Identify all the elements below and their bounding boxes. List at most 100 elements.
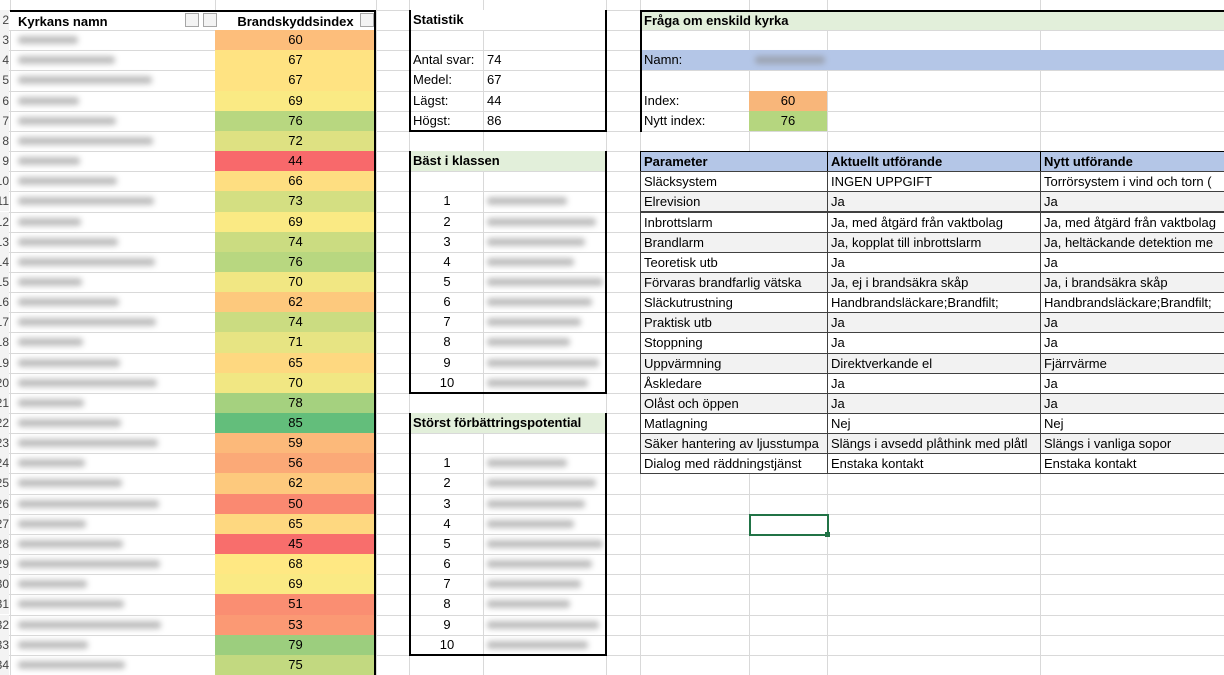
grid-row bbox=[0, 91, 1224, 92]
table-cell: Matlagning bbox=[640, 413, 828, 435]
index-cell: 44 bbox=[215, 151, 376, 173]
blurred-name bbox=[487, 197, 567, 206]
index-cell: 74 bbox=[215, 312, 376, 334]
grid-row bbox=[0, 453, 1224, 454]
rank: 2 bbox=[443, 475, 451, 491]
stat-label: Medel: bbox=[413, 72, 453, 88]
table-header: Aktuellt utförande bbox=[827, 151, 1041, 173]
grid-row bbox=[0, 655, 1224, 656]
rank: 10 bbox=[439, 374, 455, 390]
rank: 7 bbox=[443, 314, 451, 330]
rank: 2 bbox=[443, 213, 451, 229]
selected-cell[interactable] bbox=[749, 513, 829, 536]
table-header: Parameter bbox=[640, 151, 828, 173]
rank: 1 bbox=[443, 193, 451, 209]
rank: 4 bbox=[443, 253, 451, 269]
rank: 3 bbox=[443, 495, 451, 511]
fill-handle[interactable] bbox=[825, 531, 830, 537]
row-number: 31 bbox=[0, 594, 9, 615]
row-number: 8 bbox=[0, 130, 9, 152]
blurred-name bbox=[18, 237, 118, 246]
row-number: 23 bbox=[0, 433, 9, 454]
table-cell: Ja bbox=[827, 312, 1041, 334]
rank: 5 bbox=[443, 535, 451, 551]
blurred-name bbox=[18, 419, 121, 427]
index-cell: 75 bbox=[215, 654, 376, 675]
table-cell: Ja, heltäckande detektion me bbox=[1040, 231, 1224, 253]
box-title: Bäst i klassen bbox=[411, 151, 605, 172]
table-cell: Uppvärmning bbox=[640, 352, 828, 374]
table-cell: Fjärrvärme bbox=[1040, 352, 1224, 374]
index-cell: 69 bbox=[215, 90, 376, 112]
rank: 5 bbox=[443, 273, 451, 289]
table-cell: Handbrandsläckare;Brandfilt; bbox=[1040, 292, 1224, 314]
index-cell: 72 bbox=[215, 130, 376, 153]
blurred-name bbox=[18, 459, 85, 468]
blurred-name bbox=[18, 580, 87, 589]
table-cell: Ja bbox=[827, 332, 1041, 354]
row-number: 22 bbox=[0, 413, 9, 434]
grid-row bbox=[0, 433, 1224, 434]
index-cell: 50 bbox=[215, 493, 376, 515]
rank: 8 bbox=[443, 596, 451, 612]
rank: 1 bbox=[443, 455, 451, 471]
table-cell: Säker hantering av ljusstumpa bbox=[640, 433, 828, 455]
table-cell: Ja, i brandsäkra skåp bbox=[1040, 271, 1224, 294]
table-cell: Slängs i avsedd plåthink med plåtl bbox=[827, 433, 1041, 455]
index-cell: 69 bbox=[215, 574, 376, 596]
filter-button[interactable] bbox=[360, 13, 374, 27]
sort-button[interactable] bbox=[203, 13, 217, 27]
grid-row bbox=[0, 373, 1224, 374]
table-cell: Ja, med åtgärd från vaktbolag bbox=[1040, 211, 1224, 233]
index-cell: 65 bbox=[215, 352, 376, 374]
blurred-name bbox=[487, 459, 567, 468]
table-cell: Nej bbox=[827, 413, 1041, 435]
stat-value: 44 bbox=[487, 92, 502, 108]
blurred-name bbox=[18, 640, 88, 649]
index-cell: 56 bbox=[215, 453, 376, 475]
row-number: 29 bbox=[0, 554, 9, 575]
blurred-name bbox=[487, 257, 574, 266]
filter-button[interactable] bbox=[185, 13, 199, 27]
index-cell: 70 bbox=[215, 372, 376, 394]
blurred-name bbox=[18, 539, 123, 548]
rank: 10 bbox=[439, 636, 455, 652]
grid-row bbox=[0, 70, 1224, 71]
blurred-name bbox=[487, 338, 570, 347]
blurred-name bbox=[18, 660, 125, 669]
index-cell: 74 bbox=[215, 231, 376, 253]
grid-col bbox=[483, 0, 484, 675]
table-cell: Olåst och öppen bbox=[640, 392, 828, 414]
blurred-name bbox=[487, 600, 570, 609]
table-cell: Ja bbox=[827, 392, 1041, 414]
table-cell: Ja, med åtgärd från vaktbolag bbox=[827, 211, 1041, 233]
index-cell: 45 bbox=[215, 533, 376, 556]
table-cell: Ja, kopplat till inbrottslarm bbox=[827, 231, 1041, 253]
row-number: 19 bbox=[0, 352, 9, 373]
index-cell: 76 bbox=[215, 251, 376, 273]
index-cell: 76 bbox=[215, 110, 376, 132]
grid-row bbox=[0, 554, 1224, 555]
row-number: 13 bbox=[0, 231, 9, 252]
name-row: Namn: bbox=[642, 50, 1224, 71]
grid-row bbox=[0, 594, 1224, 595]
table-cell: Handbrandsläckare;Brandfilt; bbox=[827, 292, 1041, 314]
row-number: 24 bbox=[0, 453, 9, 474]
row-number: 32 bbox=[0, 614, 9, 635]
blurred-name bbox=[18, 96, 79, 105]
row-number: 34 bbox=[0, 654, 9, 675]
table-cell: Nej bbox=[1040, 413, 1224, 435]
grid-row bbox=[0, 131, 1224, 132]
blurred-name bbox=[487, 640, 588, 649]
blurred-name bbox=[487, 318, 581, 327]
index-value: 76 bbox=[749, 110, 827, 131]
blurred-name bbox=[18, 277, 82, 286]
blurred-name bbox=[18, 378, 157, 387]
blurred-name bbox=[18, 76, 152, 85]
blurred-name bbox=[18, 116, 116, 125]
blurred-name bbox=[18, 398, 84, 407]
blurred-name bbox=[18, 560, 160, 569]
row-number: 33 bbox=[0, 634, 9, 655]
grid-row bbox=[0, 111, 1224, 112]
